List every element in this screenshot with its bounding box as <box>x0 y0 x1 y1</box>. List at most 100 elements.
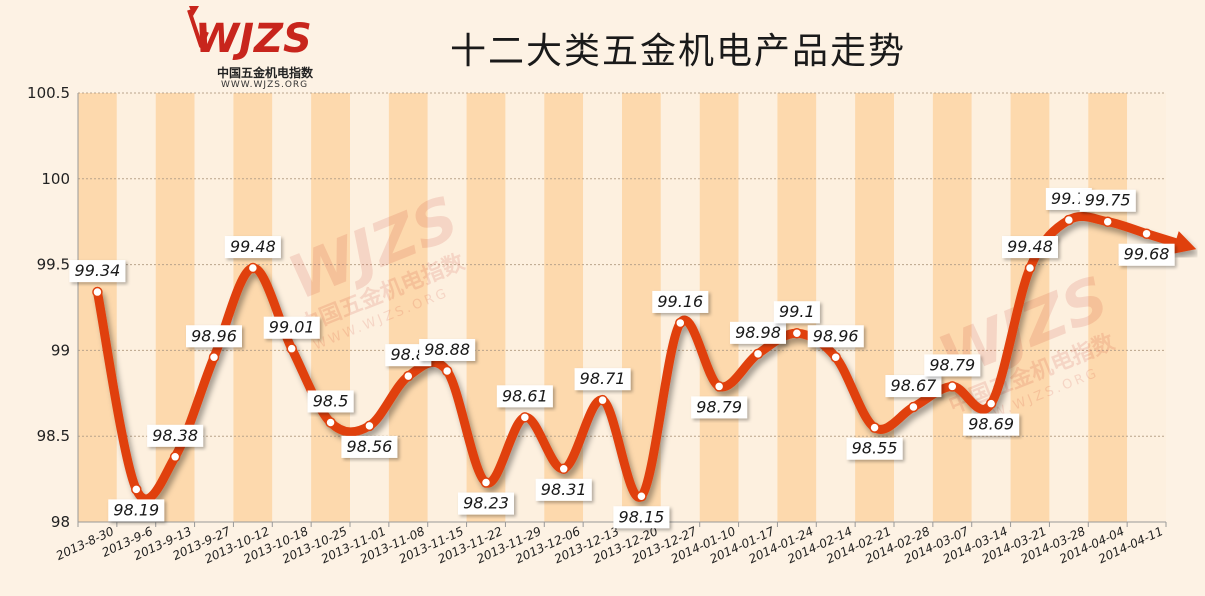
data-point <box>519 412 531 423</box>
data-label-box <box>730 321 786 344</box>
y-tick-label: 99 <box>51 341 70 359</box>
data-point <box>92 286 103 298</box>
plot-stripe <box>738 93 778 522</box>
data-label: 99.48 <box>1007 237 1053 256</box>
data-label: 98.56 <box>347 437 393 456</box>
data-label: 98.38 <box>152 426 198 445</box>
data-point <box>675 317 686 329</box>
data-label: 99.01 <box>269 318 315 337</box>
data-point <box>1063 214 1075 226</box>
data-label: 99.34 <box>75 261 121 280</box>
data-label: 98.71 <box>580 369 626 388</box>
data-label-box <box>69 260 126 283</box>
data-label: 98.19 <box>113 500 159 519</box>
data-point <box>131 484 142 495</box>
data-label-box <box>1118 243 1175 266</box>
series-arrow-head <box>1171 231 1197 255</box>
y-tick-label: 100 <box>41 170 70 188</box>
data-label-box <box>807 325 864 348</box>
data-point <box>208 352 220 363</box>
data-point <box>325 417 336 428</box>
data-point <box>908 401 919 413</box>
data-label-box <box>108 499 165 522</box>
data-point <box>441 365 453 377</box>
data-label-box <box>691 396 748 419</box>
data-label: 98.5 <box>313 391 349 410</box>
data-label: 99.48 <box>230 237 276 256</box>
plot-stripe <box>427 93 467 522</box>
data-label: 98.23 <box>463 494 509 513</box>
plot-stripe <box>932 93 972 522</box>
data-label-box <box>341 435 398 458</box>
data-point <box>830 352 841 363</box>
data-label-box <box>147 424 204 447</box>
data-label: 98.61 <box>502 386 548 405</box>
data-label-box <box>535 478 592 501</box>
data-label: 99.7 <box>1051 189 1087 208</box>
data-label: 98.79 <box>696 397 742 416</box>
data-label: 98.67 <box>891 376 938 395</box>
data-point <box>247 262 259 274</box>
y-tick-label: 98 <box>51 513 70 531</box>
logo-url-text: WWW.WJZS.ORG <box>221 80 309 90</box>
data-point <box>1141 228 1152 239</box>
data-point <box>752 348 764 360</box>
data-label-box <box>263 316 320 339</box>
data-point <box>597 394 608 406</box>
data-point <box>869 422 880 433</box>
data-label-box <box>1002 236 1058 259</box>
data-point <box>286 343 297 354</box>
data-label-box <box>458 492 514 515</box>
plot-stripe <box>505 93 545 522</box>
data-point <box>169 451 181 463</box>
data-label-box <box>652 290 709 313</box>
data-label-box <box>924 354 981 377</box>
plot-stripe <box>583 93 622 522</box>
logo-mark-icon: WJZS <box>187 6 312 62</box>
wjzs-logo: WJZS 中国五金机电指数 WWW.WJZS.ORG <box>185 2 345 92</box>
data-label: 98.79 <box>929 355 975 374</box>
data-label-box <box>419 338 476 361</box>
data-point <box>636 491 647 502</box>
data-label: 98.98 <box>735 323 781 342</box>
data-label: 98.55 <box>852 439 898 458</box>
data-label: 98.31 <box>541 480 587 499</box>
data-label-box <box>885 375 942 398</box>
data-point <box>403 370 414 382</box>
plot-stripe <box>1088 93 1128 522</box>
data-label: 98.96 <box>191 326 237 345</box>
logo-text: WJZS <box>195 16 312 62</box>
y-tick-label: 98.5 <box>37 427 70 445</box>
data-label: 98.96 <box>813 326 859 345</box>
data-label: 99.75 <box>1085 191 1131 210</box>
data-label-box <box>186 325 242 348</box>
plot-stripe <box>971 93 1011 522</box>
data-label: 98.88 <box>424 340 470 359</box>
data-label-box <box>307 390 354 413</box>
logo-cn-text: 中国五金机电指数 <box>217 66 314 80</box>
data-label: 98.15 <box>619 507 665 526</box>
data-label: 99.68 <box>1124 245 1170 264</box>
data-point <box>480 477 492 488</box>
plot-stripe <box>233 93 273 522</box>
data-label-box <box>613 506 670 529</box>
data-label: 98.8 <box>390 345 426 364</box>
data-point <box>947 381 958 392</box>
data-point <box>1024 262 1036 274</box>
data-label-box <box>846 437 903 460</box>
y-tick-label: 99.5 <box>37 256 70 274</box>
y-tick-label: 100.5 <box>27 84 70 102</box>
data-point <box>791 327 803 339</box>
chart-title: 十二大类五金机电产品走势 <box>450 31 907 72</box>
data-label: 98.69 <box>968 415 1014 434</box>
data-point <box>364 420 375 432</box>
plot-stripe <box>1049 93 1089 522</box>
data-label-box <box>224 236 281 259</box>
data-label: 99.16 <box>657 292 703 311</box>
data-label: 99.1 <box>779 302 815 321</box>
data-label-box <box>963 413 1020 436</box>
data-label-box <box>574 368 631 391</box>
data-label-box <box>1079 189 1136 212</box>
